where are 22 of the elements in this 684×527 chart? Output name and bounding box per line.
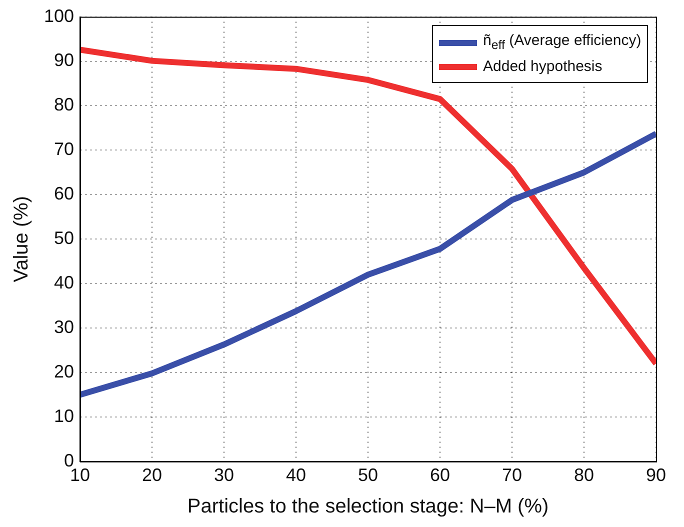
- y-tick-label: 100: [44, 6, 74, 26]
- x-axis-title: Particles to the selection stage: N–M (%): [187, 496, 549, 518]
- x-tick-label: 20: [142, 465, 162, 486]
- x-tick-label: 40: [286, 465, 306, 486]
- y-tick-label: 50: [54, 228, 74, 248]
- legend-label: ñ$_{eff}$ (Average efficiency): [483, 30, 642, 54]
- x-tick-label: 80: [574, 465, 594, 486]
- x-tick-label: 30: [214, 465, 234, 486]
- y-tick-label: 40: [54, 272, 74, 293]
- legend-label: Added hypothesis: [483, 56, 602, 77]
- y-tick-label: 20: [54, 361, 74, 382]
- x-tick-label: 90: [646, 465, 666, 486]
- y-tick-label: 70: [54, 139, 74, 160]
- y-tick-label: 90: [54, 50, 74, 70]
- y-tick-label: 60: [54, 184, 74, 204]
- x-tick-label: 70: [502, 465, 522, 486]
- y-tick-label: 80: [54, 94, 74, 115]
- x-tick-label: 50: [358, 465, 378, 486]
- y-axis-title: Value (%): [10, 196, 33, 282]
- y-tick-label: 30: [54, 316, 74, 337]
- y-tick-label: 10: [54, 406, 74, 426]
- x-tick-label: 60: [430, 465, 450, 486]
